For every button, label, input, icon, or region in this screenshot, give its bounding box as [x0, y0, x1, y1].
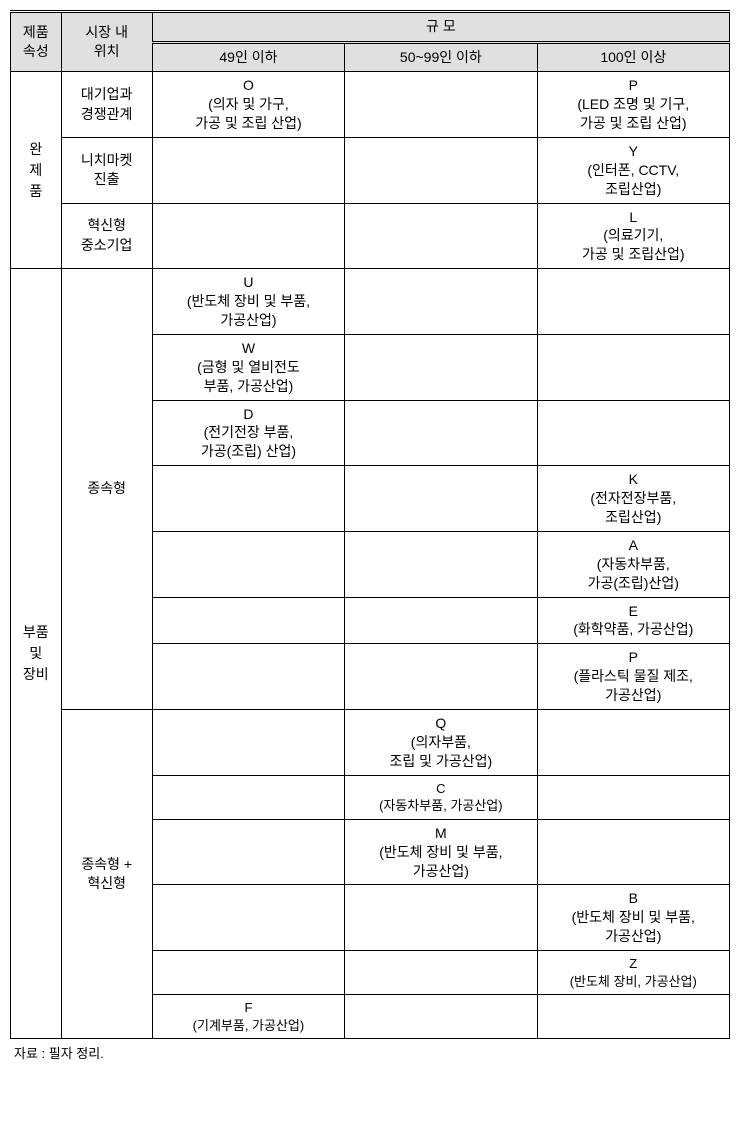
header-product-attr: 제품속성	[11, 12, 62, 72]
header-scale: 규 모	[152, 12, 729, 43]
cell-empty	[345, 531, 537, 597]
cell-empty	[345, 72, 537, 138]
cell-empty	[345, 885, 537, 951]
cell: Q(의자부품,조립 및 가공산업)	[345, 710, 537, 776]
cell-empty	[537, 269, 729, 335]
cell-empty	[537, 995, 729, 1039]
market-innov-sme: 혁신형중소기업	[61, 203, 152, 269]
cell-empty	[152, 466, 344, 532]
cell-empty	[345, 334, 537, 400]
cell-empty	[345, 400, 537, 466]
cell: F(기계부품, 가공산업)	[152, 995, 344, 1039]
cell-empty	[152, 137, 344, 203]
market-dependent: 종속형	[61, 269, 152, 710]
market-large-comp: 대기업과경쟁관계	[61, 72, 152, 138]
cell: U(반도체 장비 및 부품,가공산업)	[152, 269, 344, 335]
cell-empty	[152, 710, 344, 776]
cell-empty	[345, 269, 537, 335]
cell: P(플라스틱 물질 제조,가공산업)	[537, 644, 729, 710]
cell: M(반도체 장비 및 부품,가공산업)	[345, 819, 537, 885]
cell-empty	[152, 819, 344, 885]
classification-table: 제품속성 시장 내위치 규 모 49인 이하 50~99인 이하 100인 이상…	[10, 10, 730, 1039]
cell: E(화학약품, 가공산업)	[537, 597, 729, 644]
source-note: 자료 : 필자 정리.	[10, 1043, 730, 1062]
cell-empty	[152, 203, 344, 269]
cell: O(의자 및 가구,가공 및 조립 산업)	[152, 72, 344, 138]
header-scale-50-99: 50~99인 이하	[345, 42, 537, 72]
table-row: 부품및장비 종속형 U(반도체 장비 및 부품,가공산업)	[11, 269, 730, 335]
cell: W(금형 및 열비전도부품, 가공산업)	[152, 334, 344, 400]
cell-empty	[152, 531, 344, 597]
market-niche: 니치마켓진출	[61, 137, 152, 203]
cell-empty	[152, 951, 344, 995]
header-scale-100: 100인 이상	[537, 42, 729, 72]
table-row: 종속형 +혁신형 Q(의자부품,조립 및 가공산업)	[11, 710, 730, 776]
cell-empty	[152, 644, 344, 710]
cell-empty	[537, 819, 729, 885]
cell-empty	[537, 710, 729, 776]
cell-empty	[345, 137, 537, 203]
table-row: 니치마켓진출 Y(인터폰, CCTV,조립산업)	[11, 137, 730, 203]
table-row: 완제품 대기업과경쟁관계 O(의자 및 가구,가공 및 조립 산업) P(LED…	[11, 72, 730, 138]
cell-empty	[537, 775, 729, 819]
cell-empty	[345, 644, 537, 710]
market-dep-innov: 종속형 +혁신형	[61, 710, 152, 1039]
table-row: 혁신형중소기업 L(의료기기,가공 및 조립산업)	[11, 203, 730, 269]
cell-empty	[345, 597, 537, 644]
header-market-pos: 시장 내위치	[61, 12, 152, 72]
cell: P(LED 조명 및 기구,가공 및 조립 산업)	[537, 72, 729, 138]
cell: A(자동차부품,가공(조립)산업)	[537, 531, 729, 597]
cell-empty	[345, 203, 537, 269]
cell: B(반도체 장비 및 부품,가공산업)	[537, 885, 729, 951]
cell: K(전자전장부품,조립산업)	[537, 466, 729, 532]
cell-empty	[537, 400, 729, 466]
cell-empty	[537, 334, 729, 400]
group-parts: 부품및장비	[11, 269, 62, 1039]
cell: Y(인터폰, CCTV,조립산업)	[537, 137, 729, 203]
cell-empty	[345, 466, 537, 532]
cell-empty	[152, 885, 344, 951]
cell: L(의료기기,가공 및 조립산업)	[537, 203, 729, 269]
cell-empty	[152, 597, 344, 644]
cell-empty	[345, 995, 537, 1039]
group-finished: 완제품	[11, 72, 62, 269]
cell-empty	[345, 951, 537, 995]
cell: C(자동차부품, 가공산업)	[345, 775, 537, 819]
cell-empty	[152, 775, 344, 819]
cell: D(전기전장 부품,가공(조립) 산업)	[152, 400, 344, 466]
header-scale-49: 49인 이하	[152, 42, 344, 72]
cell: Z(반도체 장비, 가공산업)	[537, 951, 729, 995]
